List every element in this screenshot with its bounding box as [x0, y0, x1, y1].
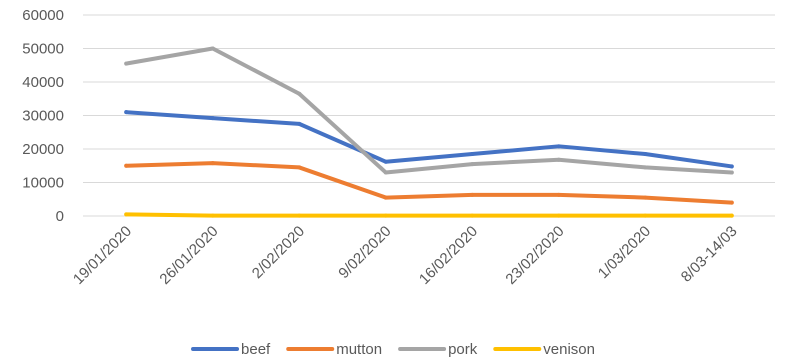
data-point-mutton	[556, 192, 561, 197]
data-point-venison	[124, 212, 129, 217]
data-point-pork	[297, 91, 302, 96]
data-point-venison	[210, 213, 215, 218]
legend-label-venison: venison	[543, 341, 595, 358]
legend-label-mutton: mutton	[336, 341, 382, 358]
x-axis-ticks: 19/01/2020 26/01/2020 2/02/2020 9/02/2020 16…	[70, 223, 741, 288]
y-tick-label: 0	[56, 208, 64, 225]
y-tick-label: 10000	[22, 175, 64, 192]
y-tick-label: 30000	[22, 108, 64, 125]
data-point-beef	[383, 159, 388, 164]
data-point-venison	[729, 213, 734, 218]
x-tick-label: 16/02/2020	[416, 223, 481, 288]
data-point-pork	[643, 165, 648, 170]
data-point-venison	[383, 213, 388, 218]
data-point-venison	[556, 213, 561, 218]
series-layer	[124, 46, 734, 218]
data-point-mutton	[383, 195, 388, 200]
data-point-beef	[297, 121, 302, 126]
y-axis-ticks: 0 10000 20000 30000 40000 50000 60000	[22, 7, 64, 225]
data-point-mutton	[470, 192, 475, 197]
series-line-beef	[124, 110, 734, 169]
data-point-mutton	[210, 161, 215, 166]
data-point-venison	[297, 213, 302, 218]
legend: beef mutton pork venison	[191, 341, 595, 358]
data-point-pork	[383, 170, 388, 175]
data-point-mutton	[297, 165, 302, 170]
data-point-beef	[124, 110, 129, 115]
y-tick-label: 60000	[22, 7, 64, 24]
x-tick-label: 8/03-14/03	[678, 223, 741, 286]
x-tick-label: 23/02/2020	[502, 223, 567, 288]
series-line-pork	[124, 46, 734, 175]
data-point-beef	[729, 164, 734, 169]
data-point-venison	[643, 213, 648, 218]
series-line-mutton	[124, 161, 734, 205]
x-tick-label: 1/03/2020	[595, 223, 654, 282]
legend-label-pork: pork	[448, 341, 478, 358]
data-point-beef	[470, 152, 475, 157]
legend-label-beef: beef	[241, 341, 271, 358]
y-tick-label: 40000	[22, 74, 64, 91]
data-point-mutton	[643, 195, 648, 200]
x-tick-label: 2/02/2020	[249, 223, 308, 282]
data-point-beef	[210, 116, 215, 121]
data-point-pork	[124, 61, 129, 66]
data-point-beef	[643, 152, 648, 157]
data-point-mutton	[729, 200, 734, 205]
series-line-venison	[124, 212, 734, 218]
y-tick-label: 50000	[22, 41, 64, 58]
data-point-pork	[729, 170, 734, 175]
data-point-venison	[470, 213, 475, 218]
data-point-pork	[470, 162, 475, 167]
x-tick-label: 19/01/2020	[70, 223, 135, 288]
data-point-pork	[210, 46, 215, 51]
x-tick-label: 26/01/2020	[156, 223, 221, 288]
y-tick-label: 20000	[22, 141, 64, 158]
data-point-beef	[556, 144, 561, 149]
data-point-mutton	[124, 163, 129, 168]
data-point-pork	[556, 157, 561, 162]
x-tick-label: 9/02/2020	[335, 223, 394, 282]
